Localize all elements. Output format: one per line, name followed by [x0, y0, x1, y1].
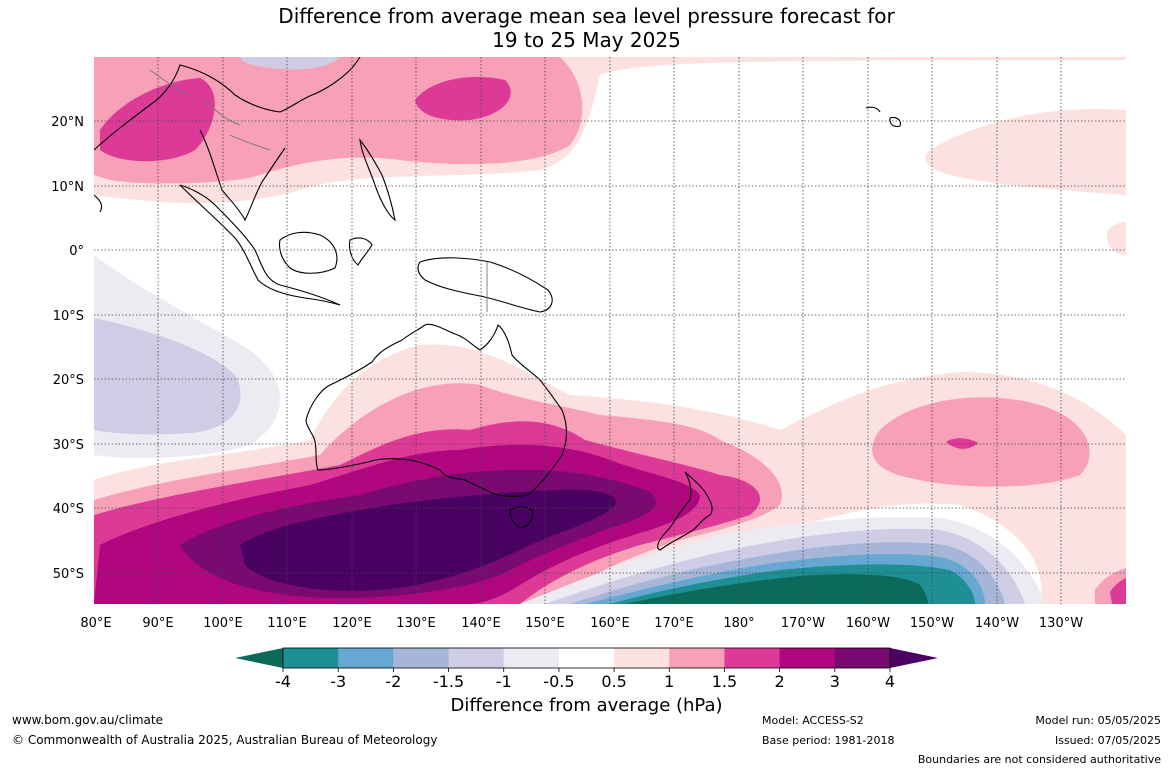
title-line-2: 19 to 25 May 2025 — [492, 28, 681, 52]
colorbar-cell — [614, 648, 670, 668]
lat-label: 20°S — [53, 373, 84, 388]
sumatra-java-coast — [179, 184, 341, 306]
colorbar-tick-label: 1 — [664, 672, 674, 691]
positive-anomaly-south — [94, 344, 1126, 604]
footer-boundaries: Boundaries are not considered authoritat… — [917, 753, 1161, 766]
lat-label: 40°S — [53, 502, 84, 517]
colorbar-cell — [393, 648, 450, 668]
colorbar-tick-label: -1 — [496, 672, 512, 691]
negative-anomaly-south — [520, 517, 1045, 604]
lon-label: 90°E — [142, 616, 173, 631]
title-line-1: Difference from average mean sea level p… — [278, 4, 895, 28]
sulawesi-coast — [348, 237, 373, 266]
colorbar-tick-label: 3 — [830, 672, 840, 691]
lon-label: 130°E — [396, 616, 436, 631]
colorbar-tick-label: -4 — [275, 672, 291, 691]
colorbar-tick-label: -2 — [385, 672, 401, 691]
footer-url[interactable]: www.bom.gov.au/climate — [12, 713, 163, 727]
lon-label: 100°E — [203, 616, 243, 631]
colorbar-cell — [558, 648, 615, 668]
colorbar-frame — [282, 647, 891, 669]
colorbar-cell — [724, 648, 781, 668]
lon-label: 150°W — [910, 616, 954, 631]
indochina-coast — [199, 129, 286, 222]
lat-label: 10°N — [51, 180, 84, 195]
colorbar-tick-label: 0.5 — [601, 672, 626, 691]
colorbar-cell — [669, 648, 725, 668]
colorbar-cell — [338, 648, 394, 668]
lon-label: 160°E — [590, 616, 630, 631]
lon-label: 160°W — [846, 616, 890, 631]
lat-label: 30°S — [53, 438, 84, 453]
lon-label: 140°W — [975, 616, 1019, 631]
colorbar-tick-label: -1.5 — [433, 672, 464, 691]
borneo-coast — [278, 231, 338, 274]
lat-label: 10°S — [53, 309, 84, 324]
colorbar-tick-label: -3 — [330, 672, 346, 691]
negative-anomaly-west — [94, 255, 280, 458]
footer-model-run: Model run: 05/05/2025 — [1035, 714, 1161, 727]
colorbar-tick-label: 1.5 — [712, 672, 737, 691]
colorbar-extend-low — [235, 648, 283, 668]
lon-label: 170°W — [781, 616, 825, 631]
colorbar-tick-label: 4 — [885, 672, 895, 691]
lon-label: 140°E — [461, 616, 501, 631]
coastlines — [94, 57, 901, 551]
map-title: Difference from average mean sea level p… — [0, 4, 1173, 52]
asia-coast — [94, 57, 361, 151]
lat-label: 20°N — [51, 115, 84, 130]
map-panel — [94, 57, 1126, 604]
borders — [149, 69, 488, 312]
colorbar-tick-label: -0.5 — [543, 672, 574, 691]
lon-label: 180° — [723, 616, 754, 631]
colorbar-tick-label: 2 — [775, 672, 785, 691]
lat-label: 0° — [69, 244, 84, 259]
colorbar-extend-high — [890, 648, 938, 668]
footer-copyright: © Commonwealth of Australia 2025, Austra… — [12, 733, 438, 747]
footer-model: Model: ACCESS-S2 — [762, 714, 864, 727]
india-coast — [94, 194, 103, 213]
graticule — [94, 57, 1126, 604]
colorbar-cell — [448, 648, 505, 668]
footer-issued: Issued: 07/05/2025 — [1054, 734, 1161, 747]
tasmania-coast — [509, 506, 534, 529]
hawaii-coast — [865, 106, 901, 128]
lon-label: 120°E — [332, 616, 372, 631]
longitude-labels: 80°E 90°E 100°E 110°E 120°E 130°E 140°E … — [80, 616, 1083, 631]
footer-base-period: Base period: 1981-2018 — [762, 734, 895, 747]
colorbar-cell — [834, 648, 891, 668]
philippines-coast — [359, 138, 396, 222]
colorbar: -4 -3 -2 -1.5 -1 -0.5 0.5 1 1.5 2 3 4 — [235, 647, 938, 691]
new-guinea-coast — [417, 257, 553, 313]
colorbar-cell — [779, 648, 836, 668]
lon-label: 170°E — [654, 616, 694, 631]
lat-label: 50°S — [53, 567, 84, 582]
lon-label: 150°E — [525, 616, 565, 631]
lon-label: 130°W — [1039, 616, 1083, 631]
lon-label: 80°E — [80, 616, 111, 631]
colorbar-title: Difference from average (hPa) — [450, 695, 723, 716]
australia-coast — [305, 323, 568, 497]
lon-label: 110°E — [267, 616, 307, 631]
colorbar-cell — [283, 648, 339, 668]
latitude-labels: 20°N 10°N 0° 10°S 20°S 30°S 40°S 50°S — [51, 115, 84, 582]
colorbar-cell — [503, 648, 560, 668]
